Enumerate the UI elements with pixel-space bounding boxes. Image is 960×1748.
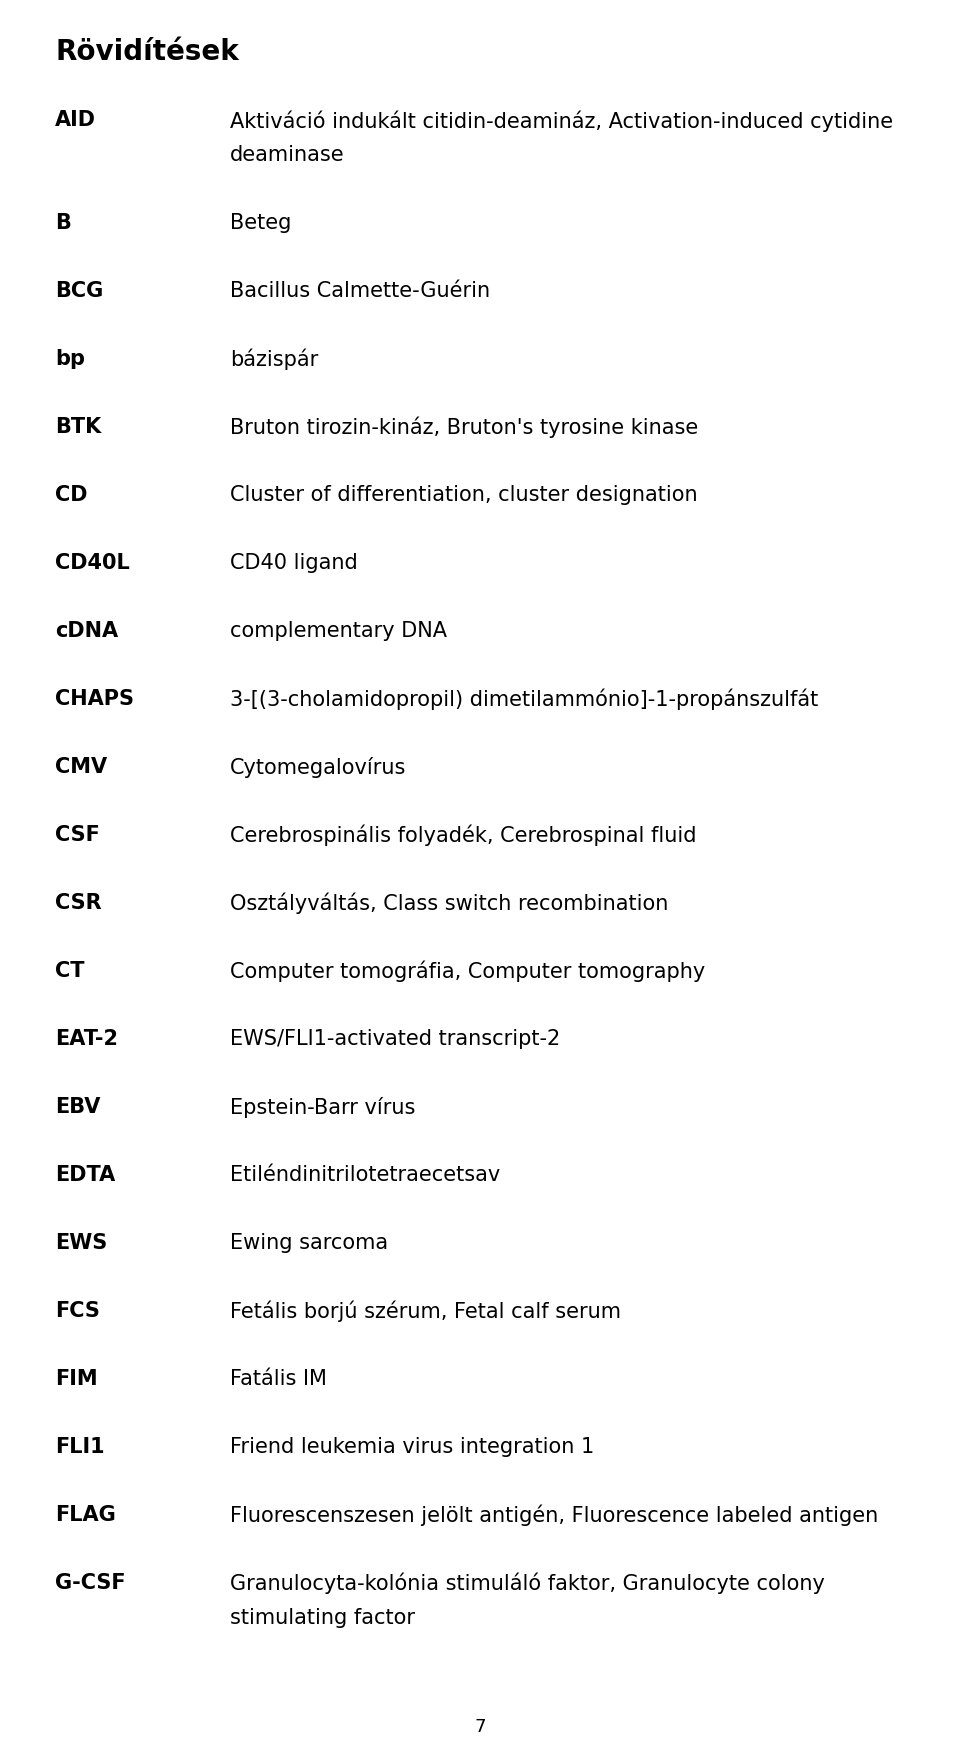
Text: FLI1: FLI1 bbox=[55, 1437, 105, 1456]
Text: Aktiváció indukált citidin-deamináz, Activation-induced cytidine: Aktiváció indukált citidin-deamináz, Act… bbox=[230, 110, 893, 131]
Text: stimulating factor: stimulating factor bbox=[230, 1606, 415, 1627]
Text: deaminase: deaminase bbox=[230, 145, 345, 164]
Text: Beteg: Beteg bbox=[230, 213, 292, 232]
Text: CSF: CSF bbox=[55, 825, 100, 844]
Text: bp: bp bbox=[55, 350, 85, 369]
Text: Etiléndinitrilotetraecetsav: Etiléndinitrilotetraecetsav bbox=[230, 1164, 500, 1185]
Text: Cerebrospinális folyadék, Cerebrospinal fluid: Cerebrospinális folyadék, Cerebrospinal … bbox=[230, 825, 697, 846]
Text: cDNA: cDNA bbox=[55, 621, 118, 640]
Text: EWS/FLI1-activated transcript-2: EWS/FLI1-activated transcript-2 bbox=[230, 1028, 561, 1049]
Text: B: B bbox=[55, 213, 71, 232]
Text: Cluster of differentiation, cluster designation: Cluster of differentiation, cluster desi… bbox=[230, 484, 698, 505]
Text: G-CSF: G-CSF bbox=[55, 1571, 126, 1592]
Text: CD: CD bbox=[55, 484, 87, 505]
Text: CD40 ligand: CD40 ligand bbox=[230, 552, 358, 573]
Text: EAT-2: EAT-2 bbox=[55, 1028, 118, 1049]
Text: Cytomegalovírus: Cytomegalovírus bbox=[230, 757, 406, 778]
Text: BTK: BTK bbox=[55, 416, 101, 437]
Text: bázispár: bázispár bbox=[230, 350, 319, 371]
Text: Fatális IM: Fatális IM bbox=[230, 1369, 326, 1388]
Text: FCS: FCS bbox=[55, 1301, 100, 1320]
Text: EWS: EWS bbox=[55, 1232, 108, 1252]
Text: complementary DNA: complementary DNA bbox=[230, 621, 447, 640]
Text: CD40L: CD40L bbox=[55, 552, 130, 573]
Text: 3-[(3-cholamidopropil) dimetilammónio]-1-propánszulfát: 3-[(3-cholamidopropil) dimetilammónio]-1… bbox=[230, 689, 818, 710]
Text: Epstein-Barr vírus: Epstein-Barr vírus bbox=[230, 1096, 416, 1117]
Text: Granulocyta-kolónia stimuláló faktor, Granulocyte colony: Granulocyta-kolónia stimuláló faktor, Gr… bbox=[230, 1571, 825, 1594]
Text: EDTA: EDTA bbox=[55, 1164, 115, 1185]
Text: Rövidítések: Rövidítések bbox=[55, 38, 239, 66]
Text: Fluorescenszesen jelölt antigén, Fluorescence labeled antigen: Fluorescenszesen jelölt antigén, Fluores… bbox=[230, 1503, 878, 1526]
Text: Bacillus Calmette-Guérin: Bacillus Calmette-Guérin bbox=[230, 281, 491, 301]
Text: FIM: FIM bbox=[55, 1369, 98, 1388]
Text: Friend leukemia virus integration 1: Friend leukemia virus integration 1 bbox=[230, 1437, 594, 1456]
Text: Osztályváltás, Class switch recombination: Osztályváltás, Class switch recombinatio… bbox=[230, 893, 668, 914]
Text: CMV: CMV bbox=[55, 757, 108, 776]
Text: CT: CT bbox=[55, 960, 84, 981]
Text: 7: 7 bbox=[474, 1717, 486, 1736]
Text: BCG: BCG bbox=[55, 281, 104, 301]
Text: AID: AID bbox=[55, 110, 96, 129]
Text: CSR: CSR bbox=[55, 893, 102, 912]
Text: Fetális borjú szérum, Fetal calf serum: Fetális borjú szérum, Fetal calf serum bbox=[230, 1301, 621, 1321]
Text: FLAG: FLAG bbox=[55, 1503, 116, 1524]
Text: Bruton tirozin-kináz, Bruton's tyrosine kinase: Bruton tirozin-kináz, Bruton's tyrosine … bbox=[230, 416, 698, 439]
Text: EBV: EBV bbox=[55, 1096, 101, 1117]
Text: Ewing sarcoma: Ewing sarcoma bbox=[230, 1232, 388, 1252]
Text: Computer tomográfia, Computer tomography: Computer tomográfia, Computer tomography bbox=[230, 960, 706, 982]
Text: CHAPS: CHAPS bbox=[55, 689, 134, 708]
